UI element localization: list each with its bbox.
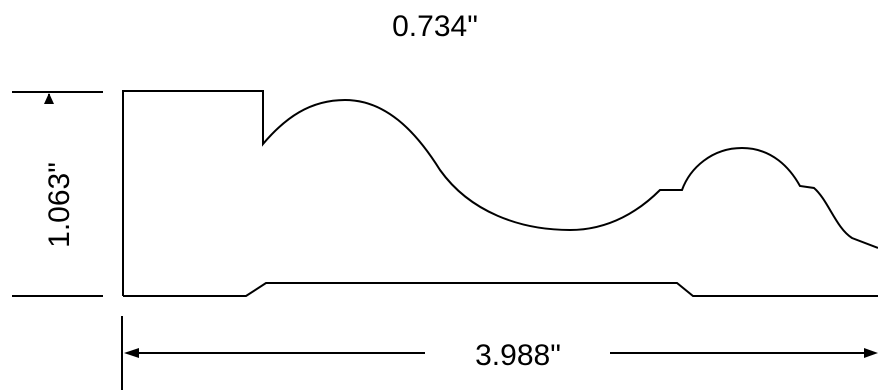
width-arrowhead-right xyxy=(864,348,878,358)
height-dimension-label: 1.063" xyxy=(43,162,76,248)
molding-profile-outline xyxy=(122,90,878,296)
profile-base-line xyxy=(123,282,878,297)
height-arrowhead-up xyxy=(44,93,54,104)
top-dimension-label: 0.734" xyxy=(392,10,478,43)
width-dimension-label: 3.988" xyxy=(475,339,561,372)
width-arrowhead-left xyxy=(124,348,139,358)
